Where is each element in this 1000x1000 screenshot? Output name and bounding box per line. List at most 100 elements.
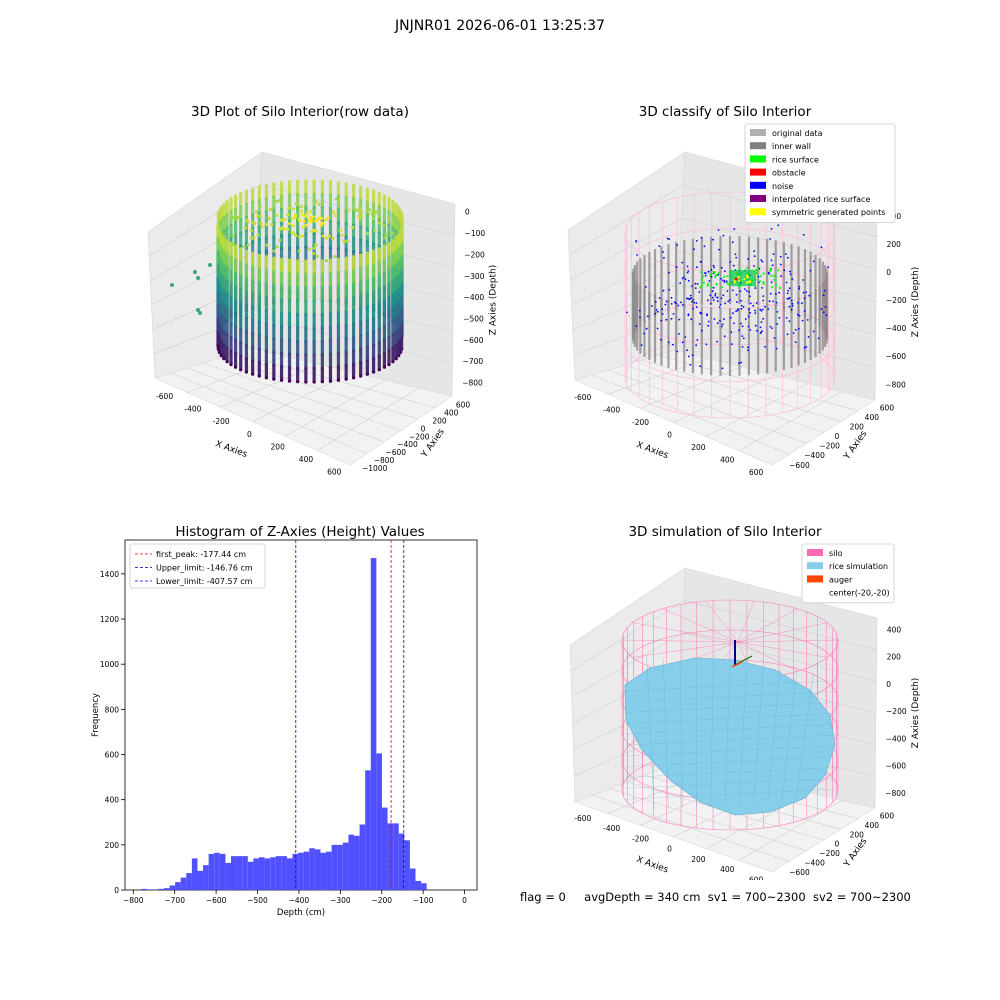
plot1-surface-point: [331, 210, 335, 214]
plot2-rice-surface-point: [709, 273, 712, 276]
plot2-noise-point: [720, 266, 723, 269]
plot2-rice-surface-point: [714, 274, 717, 277]
plot2-noise-point: [716, 322, 719, 325]
plot2-x-tick-label: -200: [632, 418, 649, 427]
plot2-rice-surface-point: [700, 271, 703, 274]
plot1-surface-point: [252, 235, 256, 239]
plot2-noise-point: [718, 248, 720, 251]
plot2-noise-point: [761, 260, 764, 263]
plot4-roof-wire: [632, 641, 739, 658]
plot1-surface-point: [236, 215, 240, 220]
flag-text: flag = 0: [520, 890, 566, 904]
plot2-noise-point: [707, 324, 710, 327]
plot2-noise-point: [752, 304, 755, 307]
histogram-bar: [381, 807, 388, 890]
plot1-surface-point: [333, 254, 337, 259]
plot2-rice-surface-point: [771, 286, 774, 289]
plot2-noise-point: [802, 279, 805, 281]
plot2-noise-point: [703, 245, 706, 248]
plot1-title: 3D Plot of Silo Interior(row data): [191, 104, 409, 120]
plot2-noise-point: [747, 349, 749, 352]
plot2-noise-point: [740, 322, 742, 325]
plot2-noise-point: [658, 245, 661, 247]
plot2-noise-point: [790, 308, 793, 311]
plot1-grid-line: [317, 387, 419, 451]
plot2-rice-surface-point: [773, 278, 776, 281]
plot2-rice-surface-point: [717, 272, 720, 275]
histogram-bar: [158, 888, 164, 890]
plot1-surface-point: [275, 213, 279, 217]
plot1-y-tick-label: −800: [374, 456, 395, 465]
plot2-noise-point: [747, 325, 750, 328]
histogram-y-tick-label: 1400: [100, 570, 119, 579]
plot2-noise-point: [692, 299, 695, 301]
plot1-z-tick-label: −400: [464, 293, 485, 302]
plot2-noise-point: [699, 261, 702, 263]
plot2-noise-point: [699, 311, 702, 314]
plot2-noise-point: [680, 301, 682, 304]
plot4-x-tick-label: -200: [632, 834, 649, 843]
plot1-surface-point: [298, 218, 302, 222]
plot1-surface-point: [314, 243, 318, 247]
plot4-surface-mesh: [679, 659, 683, 808]
plot4-legend-swatch: [807, 562, 823, 570]
sv1-text: sv1 = 700~2300: [707, 890, 806, 904]
plot2-noise-point: [786, 292, 789, 295]
plot2-noise-point: [772, 300, 774, 303]
plot2-noise-point: [753, 250, 755, 253]
plot2-noise-point: [714, 294, 717, 297]
plot2-noise-point: [718, 306, 721, 308]
plot1-surface-point: [356, 209, 360, 213]
plot1-surface-point: [278, 227, 282, 231]
plot2-y-axis-label: Y Axies: [842, 429, 870, 462]
plot2-noise-point: [684, 278, 687, 281]
plot2-z-tick-label: −600: [885, 352, 906, 361]
histogram-bar: [359, 824, 366, 890]
plot2-noise-point: [779, 255, 782, 258]
plot1-y-tick-label: 0: [421, 424, 426, 433]
plot1-surface-point: [294, 202, 298, 206]
histogram-bar: [247, 861, 254, 890]
plot2-noise-point: [787, 289, 790, 292]
plot2-noise-point: [762, 299, 765, 302]
histogram-bar: [275, 856, 282, 890]
plot1-surface-point: [290, 230, 294, 235]
plot2-rice-surface-point: [714, 275, 717, 279]
plot2-noise-point: [775, 347, 778, 350]
histogram-x-tick-label: 0: [462, 896, 467, 905]
plot4-surface-mesh: [624, 745, 836, 757]
plot2-noise-point: [791, 278, 794, 280]
plot1-surface-point: [243, 226, 247, 230]
plot4-x-tick-label: -400: [603, 824, 620, 833]
plot2-noise-point: [798, 285, 801, 288]
plot2-noise-point: [729, 261, 732, 263]
plot2-noise-point: [672, 343, 674, 346]
plot2-noise-point: [691, 300, 693, 303]
plot2-noise-point: [732, 289, 734, 292]
plot2-title: 3D classify of Silo Interior: [638, 104, 812, 120]
plot2-noise-point: [675, 266, 678, 269]
plot2-x-tick-label: 0: [667, 430, 672, 439]
plot2-rice-surface-point: [772, 274, 776, 277]
plot2-noise-point: [731, 343, 733, 345]
plot2-noise-point: [742, 305, 745, 308]
plot2-rice-surface-point: [726, 275, 729, 278]
plot1-surface-point: [287, 206, 291, 210]
plot2-noise-point: [760, 321, 763, 323]
plot2-rice-surface-point: [762, 282, 765, 285]
plot2-grid-line: [681, 217, 877, 270]
plot2-noise-point: [764, 305, 766, 308]
plot4-legend-label: rice simulation: [829, 562, 888, 571]
plot2-noise-point: [749, 302, 752, 305]
plot4-y-tick-label: −600: [789, 868, 810, 877]
plot1-z-tick-label: 0: [465, 208, 470, 217]
plot2-noise-point: [740, 361, 743, 364]
histogram-x-tick-label: −300: [330, 896, 351, 905]
plot1-x-tick-label: -600: [156, 392, 173, 401]
plot4-roof-wire: [632, 622, 739, 643]
plot2-rice-surface-point: [706, 284, 709, 287]
plot2-noise-point: [678, 318, 681, 321]
plot2-noise-point: [638, 309, 641, 312]
plot2-noise-point: [761, 330, 764, 332]
plot1-surface-point: [308, 210, 312, 214]
